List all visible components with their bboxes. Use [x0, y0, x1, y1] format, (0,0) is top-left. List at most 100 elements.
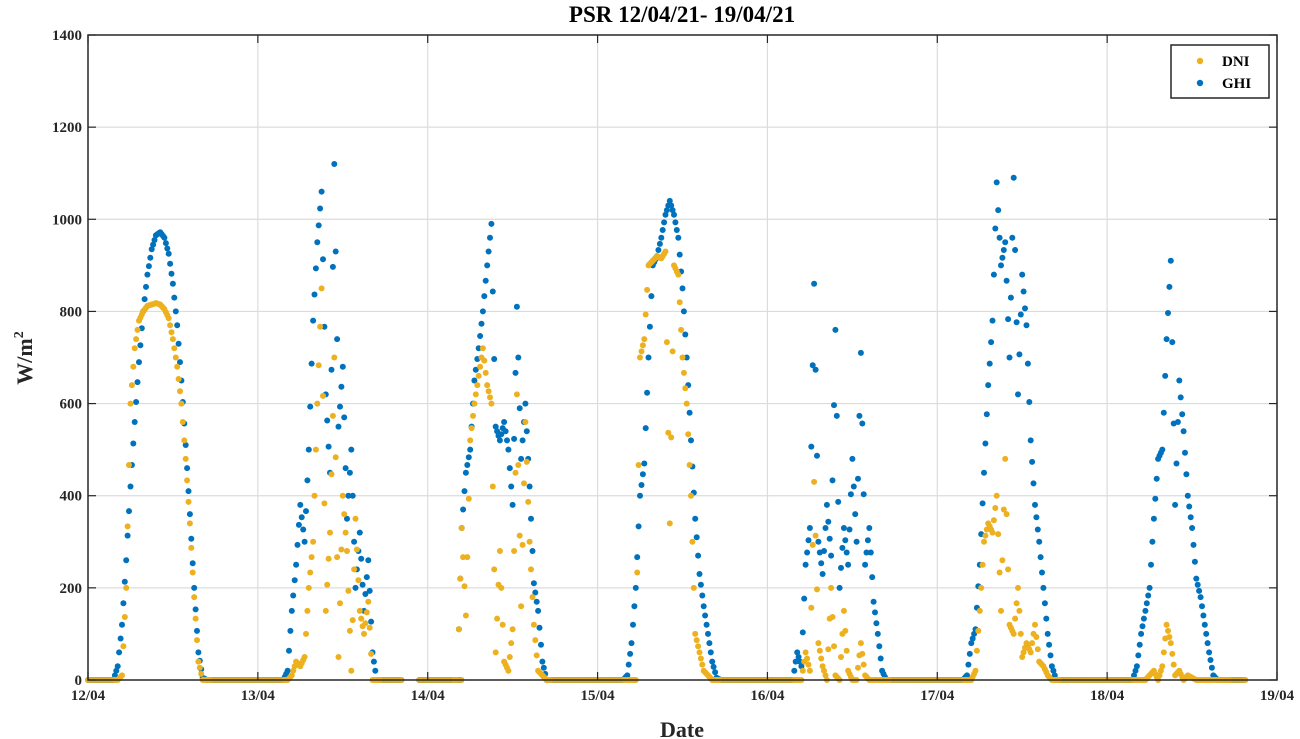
ghi-point	[120, 600, 127, 607]
dni-point	[505, 667, 512, 674]
dni-point	[465, 495, 472, 502]
ghi-point	[988, 339, 995, 346]
ghi-point	[655, 247, 662, 253]
dni-point	[1167, 640, 1174, 647]
ghi-point	[498, 431, 505, 438]
ghi-point	[368, 618, 375, 625]
legend-marker-ghi	[1196, 79, 1204, 87]
ghi-point	[798, 663, 805, 670]
ghi-point	[362, 591, 369, 597]
ghi-point	[866, 525, 873, 531]
dni-point	[321, 500, 328, 507]
dni-point	[474, 382, 481, 389]
dni-point	[982, 532, 989, 539]
ghi-point	[693, 534, 700, 541]
dni-point	[668, 434, 675, 441]
ghi-point	[1043, 615, 1050, 622]
dni-point	[178, 400, 185, 407]
ghi-point	[188, 535, 195, 542]
dni-point	[165, 315, 172, 322]
dni-point	[481, 357, 488, 364]
ghi-point	[805, 537, 812, 544]
ghi-point	[840, 525, 847, 531]
dni-point	[196, 664, 203, 671]
ghi-point	[1016, 351, 1023, 358]
dni-point	[855, 664, 861, 671]
ghi-point	[849, 455, 856, 462]
ghi-point	[314, 239, 321, 246]
ghi-point	[986, 360, 993, 367]
ghi-point	[662, 211, 669, 218]
ghi-point	[1041, 600, 1048, 607]
dni-point	[341, 511, 348, 518]
ghi-point	[1138, 630, 1145, 637]
plot-frame	[87, 34, 1278, 681]
dni-point	[318, 285, 325, 292]
x-tick-label: 15/04	[580, 688, 615, 704]
ghi-point	[791, 667, 798, 674]
dni-point	[675, 271, 682, 278]
ghi-point	[832, 326, 839, 333]
ghi-point	[712, 669, 719, 676]
dni-point	[489, 483, 496, 490]
ghi-point	[1036, 538, 1043, 545]
dni-point	[523, 458, 530, 465]
dni-point	[301, 654, 308, 660]
y-tick-label: 200	[60, 581, 83, 597]
ghi-point	[661, 219, 668, 226]
ghi-point	[334, 336, 341, 343]
ghi-point	[1132, 667, 1139, 674]
ghi-point	[303, 508, 309, 515]
ghi-point	[1149, 538, 1156, 545]
ghi-point	[171, 294, 178, 301]
ghi-point	[307, 403, 314, 410]
dni-point	[511, 548, 518, 554]
y-axis-label-superscript: 2	[12, 331, 27, 338]
ghi-point	[864, 537, 871, 544]
dni-point	[194, 637, 200, 644]
dni-point	[471, 400, 478, 407]
dni-point	[461, 583, 468, 590]
dni-point	[475, 372, 482, 379]
ghi-point	[801, 595, 808, 602]
ghi-point	[359, 581, 366, 588]
ghi-point	[1204, 640, 1211, 647]
ghi-point	[1143, 600, 1150, 607]
ghi-point	[1006, 354, 1013, 361]
ghi-point	[529, 548, 536, 554]
dni-point	[688, 492, 694, 499]
ghi-point	[666, 197, 673, 204]
dni-point	[356, 607, 363, 614]
ghi-point	[325, 443, 332, 450]
ghi-point	[148, 246, 155, 253]
ghi-point	[337, 403, 343, 410]
dni-point	[312, 446, 319, 453]
ghi-point	[1165, 310, 1171, 316]
ghi-point	[989, 317, 996, 324]
dni-point	[979, 561, 986, 568]
y-tick-label: 1200	[52, 120, 82, 136]
ghi-point	[1167, 257, 1174, 264]
ghi-point	[134, 379, 141, 386]
ghi-point	[144, 271, 151, 278]
ghi-point	[175, 340, 182, 347]
dni-point	[998, 607, 1004, 614]
dni-point	[186, 520, 193, 527]
dni-point	[518, 603, 525, 610]
ghi-point	[502, 428, 509, 435]
dni-point	[978, 584, 985, 591]
dni-point	[353, 546, 360, 553]
ghi-point	[1140, 615, 1147, 622]
ghi-point	[324, 417, 331, 424]
dni-point	[693, 637, 700, 644]
ghi-point	[833, 412, 840, 419]
ghi-point	[797, 658, 803, 665]
ghi-point	[821, 548, 827, 554]
ghi-point	[168, 270, 175, 277]
dni-point	[304, 607, 311, 614]
dni-point	[530, 621, 537, 628]
dni-point	[1159, 663, 1166, 670]
ghi-point	[501, 419, 508, 425]
ghi-point	[1033, 514, 1040, 521]
dni-point	[696, 649, 703, 656]
